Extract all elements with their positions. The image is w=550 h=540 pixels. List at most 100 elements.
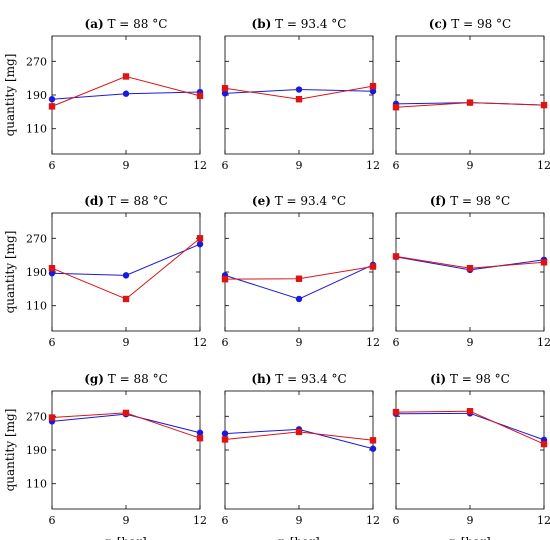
x-axis-label: p [bar] bbox=[278, 535, 319, 540]
data-point-square bbox=[48, 414, 56, 421]
x-tick-label: 9 bbox=[296, 159, 303, 172]
panel-title: (e) T = 93.4 °C bbox=[252, 194, 346, 208]
data-point-square bbox=[295, 428, 303, 436]
panel-i: (i) T = 98 °C 6 9 12 p [bar] bbox=[393, 372, 550, 540]
data-point-square bbox=[392, 104, 400, 111]
data-point-square bbox=[221, 275, 229, 283]
x-tick-label: 12 bbox=[537, 514, 550, 527]
data-point-circle bbox=[295, 295, 303, 303]
panel-e: (e) T = 93.4 °C 6 9 12 bbox=[222, 194, 381, 349]
panel-letter: (b) bbox=[252, 17, 272, 31]
data-point-circle bbox=[221, 90, 229, 97]
data-point-square bbox=[540, 259, 548, 266]
series-line-1 bbox=[51, 243, 201, 276]
data-point-square bbox=[122, 73, 130, 80]
y-tick-label: 270 bbox=[26, 55, 47, 68]
x-tick-label: 12 bbox=[366, 514, 380, 527]
panel-letter: (e) bbox=[252, 194, 271, 208]
y-tick-label: 110 bbox=[26, 478, 47, 491]
y-tick-label: 110 bbox=[26, 300, 47, 313]
panel-g: (g) T = 88 °C 110 190 270 6 9 12 p [bar] quantit… bbox=[3, 372, 207, 540]
axes-frame bbox=[224, 390, 374, 510]
axes-frame bbox=[224, 35, 374, 155]
data-point-square bbox=[196, 235, 204, 242]
data-point-circle bbox=[122, 272, 130, 279]
axes-frame bbox=[51, 212, 201, 332]
x-tick-label: 12 bbox=[193, 336, 207, 349]
x-tick-label: 9 bbox=[467, 336, 474, 349]
panel-temperature: T = 93.4 °C bbox=[271, 194, 346, 208]
x-tick-label: 6 bbox=[222, 336, 229, 349]
y-axis-label: quantity [mg] bbox=[3, 409, 17, 492]
panel-letter: (g) bbox=[84, 372, 104, 386]
y-tick-label: 270 bbox=[26, 232, 47, 245]
data-point-square bbox=[196, 92, 204, 100]
data-point-circle bbox=[122, 90, 130, 97]
panel-letter: (c) bbox=[429, 17, 448, 31]
x-tick-label: 6 bbox=[49, 336, 56, 349]
data-point-square bbox=[196, 435, 204, 442]
panel-title: (f) T = 98 °C bbox=[430, 194, 510, 208]
x-tick-label: 12 bbox=[366, 159, 380, 172]
data-point-square bbox=[540, 101, 548, 109]
panel-letter: (f) bbox=[430, 194, 447, 208]
panel-temperature: T = 93.4 °C bbox=[271, 372, 346, 386]
x-tick-label: 6 bbox=[393, 159, 400, 172]
data-point-circle bbox=[221, 430, 229, 437]
x-tick-label: 12 bbox=[537, 336, 550, 349]
data-point-square bbox=[295, 96, 303, 103]
data-point-square bbox=[392, 408, 400, 416]
x-tick-label: 9 bbox=[123, 159, 130, 172]
x-axis-label: p [bar] bbox=[105, 535, 146, 540]
series-line-2 bbox=[51, 237, 201, 300]
panel-title: (g) T = 88 °C bbox=[84, 372, 168, 386]
x-tick-label: 9 bbox=[467, 514, 474, 527]
data-point-square bbox=[221, 436, 229, 443]
y-tick-label: 110 bbox=[26, 123, 47, 136]
panel-d: (d) T = 88 °C 110 190 270 6 9 12 quantity [mg] bbox=[3, 194, 207, 349]
data-point-circle bbox=[295, 86, 303, 93]
x-tick-label: 12 bbox=[193, 514, 207, 527]
x-tick-label: 9 bbox=[123, 514, 130, 527]
data-point-circle bbox=[196, 429, 204, 436]
panel-h: (h) T = 93.4 °C 6 9 12 p [bar] bbox=[222, 372, 381, 540]
panel-title: (h) T = 93.4 °C bbox=[251, 372, 346, 386]
panel-temperature: T = 88 °C bbox=[104, 194, 168, 208]
x-tick-label: 6 bbox=[222, 159, 229, 172]
panel-letter: (h) bbox=[251, 372, 271, 386]
data-point-square bbox=[369, 82, 377, 90]
x-tick-label: 6 bbox=[49, 514, 56, 527]
x-tick-label: 9 bbox=[123, 336, 130, 349]
x-tick-label: 9 bbox=[296, 336, 303, 349]
y-tick-label: 190 bbox=[26, 89, 47, 102]
data-point-circle bbox=[48, 270, 56, 277]
x-tick-label: 6 bbox=[393, 336, 400, 349]
data-point-square bbox=[466, 408, 474, 415]
panel-letter: (a) bbox=[85, 17, 104, 31]
panel-temperature: T = 98 °C bbox=[446, 194, 510, 208]
x-tick-label: 9 bbox=[296, 514, 303, 527]
panel-letter: (d) bbox=[84, 194, 104, 208]
panel-title: (b) T = 93.4 °C bbox=[252, 17, 347, 31]
panel-title: (i) T = 98 °C bbox=[430, 372, 510, 386]
y-tick-label: 190 bbox=[26, 444, 47, 457]
panel-temperature: T = 88 °C bbox=[104, 17, 168, 31]
panel-letter: (i) bbox=[430, 372, 446, 386]
panel-f: (f) T = 98 °C 6 9 12 bbox=[393, 194, 550, 349]
panel-temperature: T = 98 °C bbox=[447, 17, 511, 31]
data-point-circle bbox=[196, 240, 204, 248]
panel-title: (d) T = 88 °C bbox=[84, 194, 168, 208]
data-point-square bbox=[48, 103, 56, 110]
x-axis-label: p [bar] bbox=[449, 535, 490, 540]
panel-temperature: T = 88 °C bbox=[104, 372, 168, 386]
data-point-square bbox=[392, 253, 400, 260]
y-axis-label: quantity [mg] bbox=[3, 54, 17, 137]
data-point-square bbox=[295, 275, 303, 282]
data-point-square bbox=[48, 265, 56, 272]
data-point-square bbox=[122, 409, 130, 417]
data-point-square bbox=[221, 85, 229, 92]
data-point-square bbox=[466, 99, 474, 106]
x-tick-label: 6 bbox=[222, 514, 229, 527]
data-point-circle bbox=[48, 96, 56, 103]
